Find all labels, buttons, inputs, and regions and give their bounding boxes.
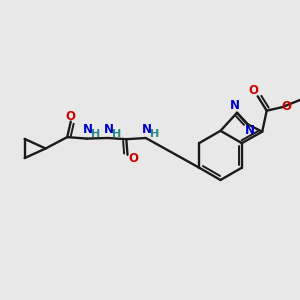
Text: O: O bbox=[66, 110, 76, 123]
Text: O: O bbox=[128, 152, 138, 165]
Text: N: N bbox=[230, 99, 240, 112]
Text: O: O bbox=[282, 100, 292, 113]
Text: O: O bbox=[248, 84, 258, 98]
Text: H: H bbox=[150, 128, 159, 139]
Text: N: N bbox=[142, 122, 152, 136]
Text: H: H bbox=[91, 129, 100, 139]
Text: N: N bbox=[104, 122, 114, 136]
Text: N: N bbox=[83, 123, 93, 136]
Text: N: N bbox=[245, 124, 255, 137]
Text: H: H bbox=[112, 128, 121, 139]
